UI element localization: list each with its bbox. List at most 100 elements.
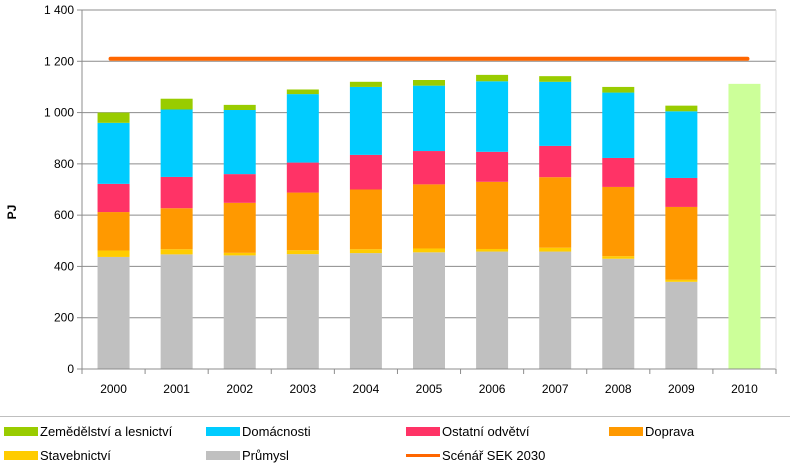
y-tick-label: 0	[67, 362, 74, 376]
legend-item-ostatni-odvetvi: Ostatní odvětví	[406, 424, 529, 439]
legend-swatch	[4, 427, 38, 436]
bar-segment	[413, 248, 445, 253]
bar-segment	[349, 189, 382, 250]
bar-segment	[476, 74, 509, 82]
bar-segment	[539, 251, 572, 369]
bar-segment	[223, 252, 256, 256]
legend-line	[406, 454, 440, 457]
y-tick-label: 1 400	[44, 3, 74, 17]
x-tick-label: 2009	[668, 382, 695, 396]
bar-segment	[223, 104, 256, 111]
bar-segment	[160, 109, 193, 177]
bar-segment	[539, 76, 572, 82]
bar-segment	[349, 253, 382, 369]
bars	[97, 74, 761, 369]
legend-swatch	[206, 427, 240, 436]
legend-item-prumysl: Průmysl	[206, 448, 289, 463]
legend-label: Scénář SEK 2030	[442, 448, 546, 463]
bar-segment	[665, 281, 698, 369]
axes	[81, 10, 777, 370]
bar-segment	[539, 177, 572, 248]
bar-segment	[413, 85, 445, 152]
x-tick-label: 2006	[479, 382, 506, 396]
bar-segment	[665, 279, 698, 282]
bar-segment	[413, 151, 445, 185]
bar-segment	[97, 122, 130, 184]
y-tick-label: 800	[54, 157, 74, 171]
x-tick-label: 2002	[226, 382, 253, 396]
legend-item-domacnosti: Domácnosti	[206, 424, 311, 439]
y-tick-label: 400	[54, 259, 74, 273]
bar-segment	[286, 162, 319, 193]
y-tick-label: 600	[54, 208, 74, 222]
legend-label: Zemědělství a lesnictví	[40, 424, 173, 439]
bar-segment	[349, 154, 382, 190]
legend-item-scenar-sek-2030: Scénář SEK 2030	[406, 448, 545, 463]
legend-label: Stavebnictví	[40, 448, 111, 463]
bar-segment	[602, 186, 635, 257]
bar-segment	[223, 110, 256, 175]
bar-segment	[602, 157, 635, 187]
bar-segment	[728, 83, 761, 369]
bar-segment	[665, 105, 698, 112]
y-tick-labels: 0 200 400 600 800 1 000 1 200 1 400	[44, 3, 82, 376]
bar-segment	[160, 98, 193, 110]
bar-segment	[602, 92, 635, 158]
bar-segment	[223, 174, 256, 203]
legend-label: Domácnosti	[242, 424, 311, 439]
bar-segment	[286, 94, 319, 163]
bar-segment	[476, 181, 509, 249]
x-tick-label: 2001	[163, 382, 190, 396]
bar-segment	[413, 80, 445, 86]
legend: Zemědělství a lesnictví Domácnosti Ostat…	[0, 416, 790, 466]
bar-segment	[602, 86, 635, 93]
bar-segment	[286, 89, 319, 95]
y-tick-label: 1 000	[44, 106, 74, 120]
legend-swatch	[4, 451, 38, 460]
x-tick-label: 2010	[731, 382, 758, 396]
legend-swatch	[406, 427, 440, 436]
bar-segment	[476, 151, 509, 182]
bar-segment	[539, 247, 572, 252]
bar-segment	[286, 192, 319, 251]
bar-segment	[349, 81, 382, 87]
x-tick-label: 2003	[289, 382, 316, 396]
bar-segment	[160, 208, 193, 250]
bar-segment	[413, 252, 445, 369]
legend-label: Průmysl	[242, 448, 289, 463]
bar-segment	[160, 254, 193, 369]
x-tick-label: 2005	[416, 382, 443, 396]
bar-segment	[97, 183, 130, 213]
x-tick-label: 2008	[605, 382, 632, 396]
y-axis-label: PJ	[5, 205, 19, 220]
x-tick-label: 2000	[100, 382, 127, 396]
legend-label: Doprava	[645, 424, 695, 439]
bar-segment	[160, 249, 193, 255]
bar-segment	[476, 81, 509, 152]
bar-segment	[413, 184, 445, 249]
bar-segment	[602, 258, 635, 369]
bar-segment	[476, 248, 509, 252]
y-tick-label: 1 200	[44, 54, 74, 68]
legend-swatch	[206, 451, 240, 460]
bar-segment	[665, 177, 698, 207]
bar-segment	[97, 212, 130, 251]
bar-segment	[349, 86, 382, 155]
bar-segment	[223, 255, 256, 369]
chart: 0 200 400 600 800 1 000 1 200 1 400 2000 2001 200…	[5, 3, 777, 396]
legend-swatch	[609, 427, 643, 436]
legend-divider	[0, 416, 790, 417]
x-tick-labels: 2000 2001 2002 2003 2004 2005 2006 2007 2008 2009…	[81, 369, 777, 396]
bar-segment	[602, 256, 635, 259]
y-tick-label: 200	[54, 311, 74, 325]
bar-segment	[286, 250, 319, 255]
legend-item-stavebnictvi: Stavebnictví	[4, 448, 111, 463]
bar-segment	[539, 81, 572, 146]
bar-segment	[97, 112, 130, 123]
legend-item-zemedelstvi: Zemědělství a lesnictví	[4, 424, 172, 439]
bar-segment	[223, 202, 256, 253]
bar-segment	[476, 251, 509, 369]
legend-item-doprava: Doprava	[609, 424, 694, 439]
legend-label: Ostatní odvětví	[442, 424, 530, 439]
bar-segment	[665, 111, 698, 178]
